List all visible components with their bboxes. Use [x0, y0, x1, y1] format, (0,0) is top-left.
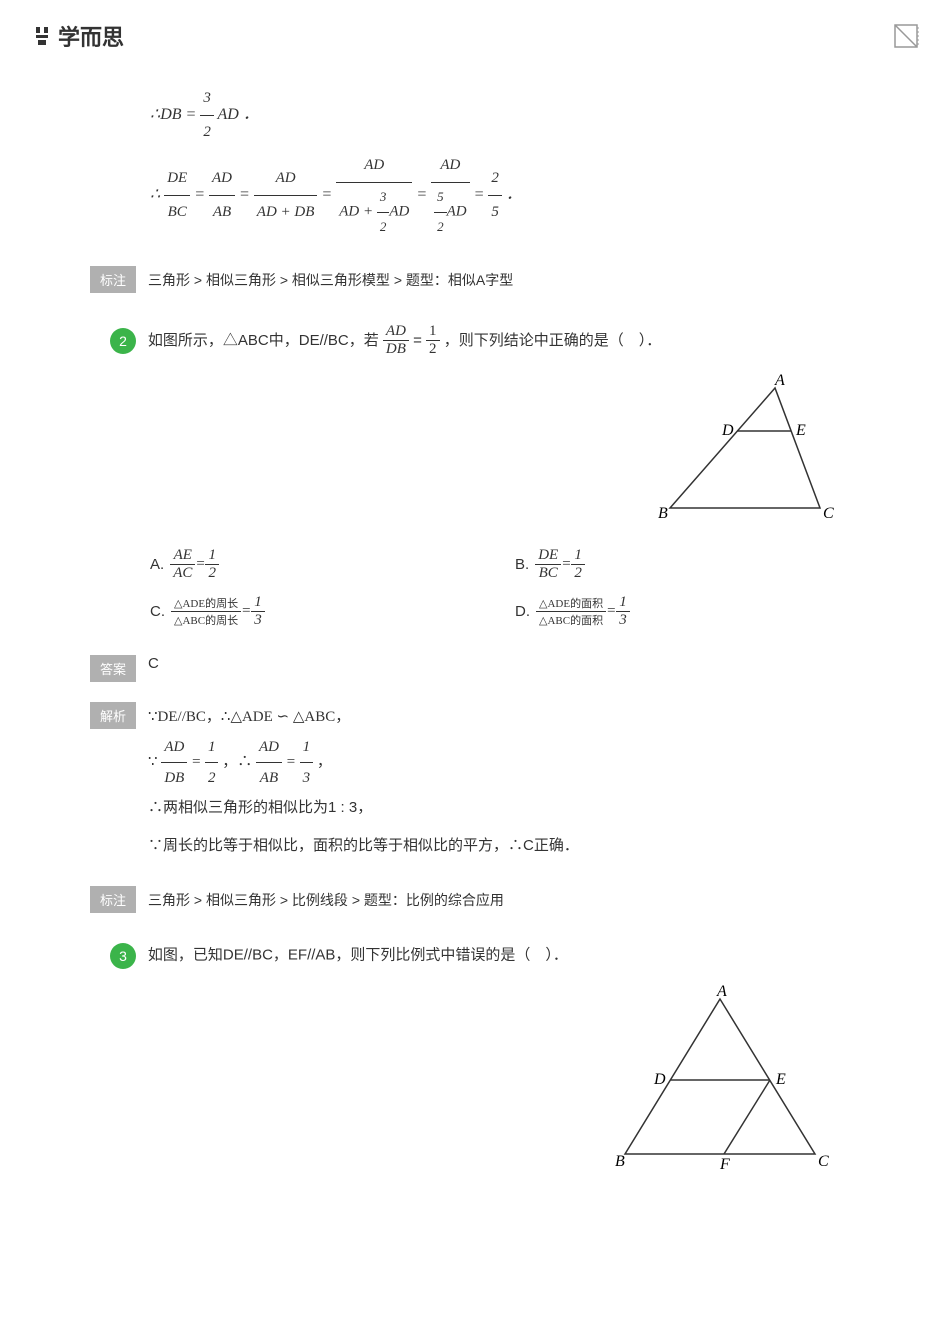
- answer-label: 答案: [90, 655, 136, 682]
- svg-text:D: D: [721, 422, 734, 439]
- analysis-label: 解析: [90, 702, 136, 729]
- svg-text:A: A: [716, 984, 727, 1000]
- tag-row-2: 标注 三角形 > 相似三角形 > 比例线段 > 题型：比例的综合应用: [90, 886, 880, 913]
- option-b[interactable]: B. DEBC = 12: [515, 541, 880, 588]
- svg-text:D: D: [653, 1071, 666, 1088]
- answer-value: C: [148, 655, 159, 672]
- svg-text:C: C: [818, 1153, 829, 1170]
- logo-icon: [30, 24, 54, 48]
- figure-2: A D E B C: [150, 373, 880, 526]
- logo: 学而思: [30, 20, 124, 52]
- svg-text:E: E: [775, 1071, 786, 1088]
- problem-badge: 2: [110, 328, 136, 354]
- problem-3: 3 如图，已知DE//BC，EF//AB，则下列比例式中错误的是（ ）．: [110, 943, 880, 969]
- analysis-line-1: ∵DE//BC，∴△ADE ∽ △ABC，: [148, 702, 579, 732]
- figure-3: A D E B F C: [150, 984, 880, 1177]
- svg-text:B: B: [615, 1153, 625, 1170]
- problem-2-stem: 如图所示，△ABC中，DE//BC，若 ADDB = 12 ，则下列结论中正确的…: [148, 332, 661, 349]
- analysis-row: 解析 ∵DE//BC，∴△ADE ∽ △ABC， ∵ ADDB = 12 ，∴ …: [90, 702, 880, 861]
- svg-text:A: A: [774, 373, 785, 389]
- svg-text:C: C: [823, 505, 834, 522]
- tag-label: 标注: [90, 886, 136, 913]
- options-2: A. AEAC = 12 B. DEBC = 12 C. △ADE的周长△ABC…: [150, 541, 880, 635]
- analysis-line-3: ∴两相似三角形的相似比为1 : 3，: [148, 793, 579, 823]
- analysis-line-2: ∵ ADDB = 12 ，∴ ADAB = 13 ，: [148, 732, 579, 793]
- solution-1: ∴DB = 32 AD ． ∴ DEBC = ADAB = ADAD + DB …: [150, 82, 880, 241]
- tag-path: 三角形 > 相似三角形 > 相似三角形模型 > 题型：相似A字型: [148, 270, 513, 290]
- problem-badge: 3: [110, 943, 136, 969]
- tag-path: 三角形 > 相似三角形 > 比例线段 > 题型：比例的综合应用: [148, 890, 504, 910]
- problem-3-stem: 如图，已知DE//BC，EF//AB，则下列比例式中错误的是（ ）．: [148, 947, 568, 964]
- tag-label: 标注: [90, 266, 136, 293]
- answer-row: 答案 C: [90, 655, 880, 682]
- svg-text:F: F: [719, 1156, 730, 1173]
- option-d[interactable]: D. △ADE的面积△ABC的面积 = 13: [515, 588, 880, 635]
- svg-text:E: E: [795, 422, 806, 439]
- svg-text:B: B: [658, 505, 668, 522]
- notebook-icon: [892, 22, 920, 50]
- analysis-line-4: ∵周长的比等于相似比，面积的比等于相似比的平方，∴C正确．: [148, 831, 579, 861]
- logo-text: 学而思: [58, 20, 124, 52]
- page-header: 学而思: [30, 20, 920, 52]
- problem-2: 2 如图所示，△ABC中，DE//BC，若 ADDB = 12 ，则下列结论中正…: [110, 323, 880, 358]
- option-c[interactable]: C. △ADE的周长△ABC的周长 = 13: [150, 588, 515, 635]
- tag-row-1: 标注 三角形 > 相似三角形 > 相似三角形模型 > 题型：相似A字型: [90, 266, 880, 293]
- option-a[interactable]: A. AEAC = 12: [150, 541, 515, 588]
